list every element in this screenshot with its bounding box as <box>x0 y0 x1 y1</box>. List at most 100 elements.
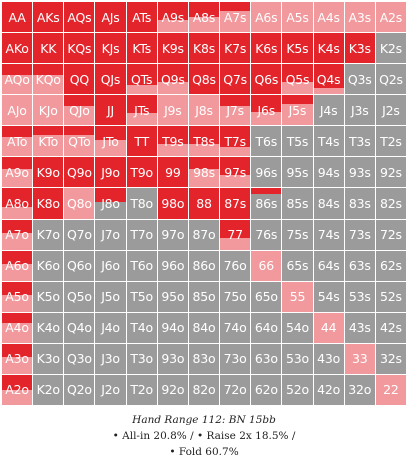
hand-cell-43s[interactable]: 43s <box>344 312 375 343</box>
hand-cell-T2o[interactable]: T2o <box>126 374 157 405</box>
hand-cell-J4s[interactable]: J4s <box>313 95 344 126</box>
hand-cell-Q4s[interactable]: Q4s <box>313 64 344 95</box>
hand-cell-52o[interactable]: 52o <box>282 374 313 405</box>
hand-cell-Q4o[interactable]: Q4o <box>64 312 95 343</box>
hand-cell-95s[interactable]: 95s <box>282 157 313 188</box>
hand-cell-97s[interactable]: 97s <box>220 157 251 188</box>
hand-cell-A8o[interactable]: A8o <box>2 188 33 219</box>
hand-cell-A4o[interactable]: A4o <box>2 312 33 343</box>
hand-cell-Q7o[interactable]: Q7o <box>64 219 95 250</box>
hand-cell-T8o[interactable]: T8o <box>126 188 157 219</box>
hand-cell-J4o[interactable]: J4o <box>95 312 126 343</box>
hand-cell-75o[interactable]: 75o <box>220 281 251 312</box>
hand-cell-K7o[interactable]: K7o <box>33 219 64 250</box>
hand-cell-76s[interactable]: 76s <box>251 219 282 250</box>
hand-cell-AA[interactable]: AA <box>2 2 33 33</box>
hand-cell-J5o[interactable]: J5o <box>95 281 126 312</box>
hand-cell-99[interactable]: 99 <box>157 157 188 188</box>
hand-cell-92o[interactable]: 92o <box>157 374 188 405</box>
hand-cell-Q2o[interactable]: Q2o <box>64 374 95 405</box>
hand-cell-K5s[interactable]: K5s <box>282 33 313 64</box>
hand-cell-84s[interactable]: 84s <box>313 188 344 219</box>
hand-cell-J7o[interactable]: J7o <box>95 219 126 250</box>
hand-cell-T6s[interactable]: T6s <box>251 126 282 157</box>
hand-cell-KQs[interactable]: KQs <box>64 33 95 64</box>
hand-cell-74s[interactable]: 74s <box>313 219 344 250</box>
hand-cell-J9o[interactable]: J9o <box>95 157 126 188</box>
hand-cell-62s[interactable]: 62s <box>375 250 406 281</box>
hand-cell-KJo[interactable]: KJo <box>33 95 64 126</box>
hand-cell-Q3s[interactable]: Q3s <box>344 64 375 95</box>
hand-cell-22[interactable]: 22 <box>375 374 406 405</box>
hand-cell-K8s[interactable]: K8s <box>188 33 220 64</box>
hand-cell-Q8s[interactable]: Q8s <box>188 64 220 95</box>
hand-cell-84o[interactable]: 84o <box>188 312 220 343</box>
hand-cell-A3o[interactable]: A3o <box>2 343 33 374</box>
hand-cell-66[interactable]: 66 <box>251 250 282 281</box>
hand-cell-K9s[interactable]: K9s <box>157 33 188 64</box>
hand-cell-Q5o[interactable]: Q5o <box>64 281 95 312</box>
hand-cell-T8s[interactable]: T8s <box>188 126 220 157</box>
hand-cell-Q9o[interactable]: Q9o <box>64 157 95 188</box>
hand-cell-98s[interactable]: 98s <box>188 157 220 188</box>
hand-cell-K2s[interactable]: K2s <box>375 33 406 64</box>
hand-cell-Q7s[interactable]: Q7s <box>220 64 251 95</box>
hand-cell-K2o[interactable]: K2o <box>33 374 64 405</box>
hand-cell-KTs[interactable]: KTs <box>126 33 157 64</box>
hand-cell-T9s[interactable]: T9s <box>157 126 188 157</box>
hand-cell-53s[interactable]: 53s <box>344 281 375 312</box>
hand-cell-Q5s[interactable]: Q5s <box>282 64 313 95</box>
hand-cell-KQo[interactable]: KQo <box>33 64 64 95</box>
hand-cell-Q6o[interactable]: Q6o <box>64 250 95 281</box>
hand-cell-Q6s[interactable]: Q6s <box>251 64 282 95</box>
hand-cell-A2s[interactable]: A2s <box>375 2 406 33</box>
hand-cell-83s[interactable]: 83s <box>344 188 375 219</box>
hand-cell-93s[interactable]: 93s <box>344 157 375 188</box>
hand-cell-ATs[interactable]: ATs <box>126 2 157 33</box>
hand-cell-76o[interactable]: 76o <box>220 250 251 281</box>
hand-cell-A9o[interactable]: A9o <box>2 157 33 188</box>
hand-cell-T3s[interactable]: T3s <box>344 126 375 157</box>
hand-cell-Q3o[interactable]: Q3o <box>64 343 95 374</box>
hand-cell-95o[interactable]: 95o <box>157 281 188 312</box>
hand-cell-Q8o[interactable]: Q8o <box>64 188 95 219</box>
hand-cell-64s[interactable]: 64s <box>313 250 344 281</box>
hand-cell-87o[interactable]: 87o <box>188 219 220 250</box>
hand-cell-T6o[interactable]: T6o <box>126 250 157 281</box>
hand-cell-T4o[interactable]: T4o <box>126 312 157 343</box>
hand-cell-J8o[interactable]: J8o <box>95 188 126 219</box>
hand-cell-TT[interactable]: TT <box>126 126 157 157</box>
hand-cell-A7s[interactable]: A7s <box>220 2 251 33</box>
hand-cell-J7s[interactable]: J7s <box>220 95 251 126</box>
hand-cell-T7s[interactable]: T7s <box>220 126 251 157</box>
hand-cell-55[interactable]: 55 <box>282 281 313 312</box>
hand-cell-32s[interactable]: 32s <box>375 343 406 374</box>
hand-cell-52s[interactable]: 52s <box>375 281 406 312</box>
hand-cell-AJo[interactable]: AJo <box>2 95 33 126</box>
hand-cell-82s[interactable]: 82s <box>375 188 406 219</box>
hand-cell-AQo[interactable]: AQo <box>2 64 33 95</box>
hand-cell-T5s[interactable]: T5s <box>282 126 313 157</box>
hand-cell-A5o[interactable]: A5o <box>2 281 33 312</box>
hand-cell-QQ[interactable]: QQ <box>64 64 95 95</box>
hand-cell-Q2s[interactable]: Q2s <box>375 64 406 95</box>
hand-cell-86o[interactable]: 86o <box>188 250 220 281</box>
hand-cell-KJs[interactable]: KJs <box>95 33 126 64</box>
hand-cell-T4s[interactable]: T4s <box>313 126 344 157</box>
hand-cell-98o[interactable]: 98o <box>157 188 188 219</box>
hand-cell-75s[interactable]: 75s <box>282 219 313 250</box>
hand-cell-JTo[interactable]: JTo <box>95 126 126 157</box>
hand-cell-J6o[interactable]: J6o <box>95 250 126 281</box>
hand-cell-97o[interactable]: 97o <box>157 219 188 250</box>
hand-cell-JTs[interactable]: JTs <box>126 95 157 126</box>
hand-cell-43o[interactable]: 43o <box>313 343 344 374</box>
hand-cell-87s[interactable]: 87s <box>220 188 251 219</box>
hand-cell-94s[interactable]: 94s <box>313 157 344 188</box>
hand-cell-K6s[interactable]: K6s <box>251 33 282 64</box>
hand-cell-T2s[interactable]: T2s <box>375 126 406 157</box>
hand-cell-73o[interactable]: 73o <box>220 343 251 374</box>
hand-cell-ATo[interactable]: ATo <box>2 126 33 157</box>
hand-cell-65s[interactable]: 65s <box>282 250 313 281</box>
hand-cell-54o[interactable]: 54o <box>282 312 313 343</box>
hand-cell-T7o[interactable]: T7o <box>126 219 157 250</box>
